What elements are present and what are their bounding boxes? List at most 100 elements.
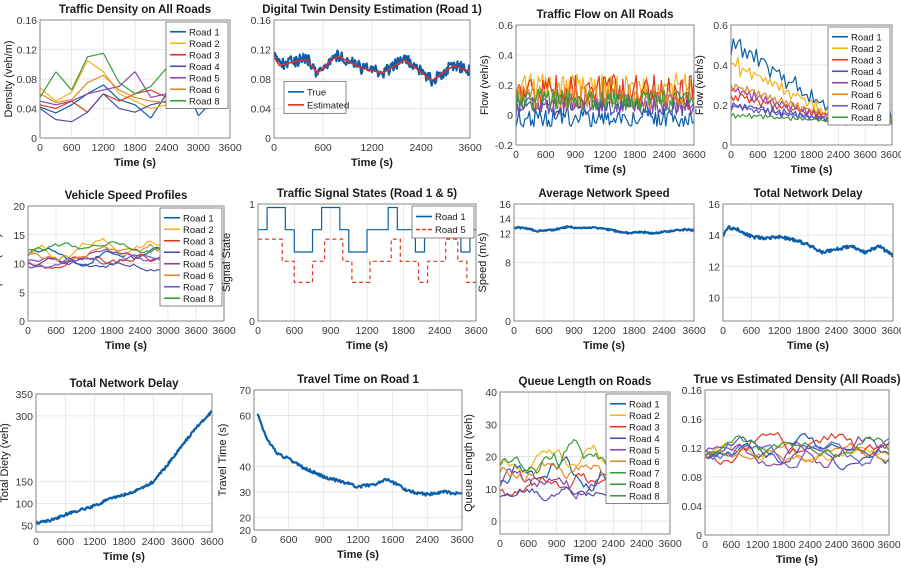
series-line-road-6: [705, 442, 889, 463]
legend-entry: Road 6: [189, 85, 220, 96]
x-tick-label: 1200: [773, 149, 797, 161]
x-tick-label: 2400: [142, 536, 166, 548]
x-tick-label: 2400: [825, 539, 849, 551]
x-tick-label: 600: [57, 536, 75, 548]
y-tick-label: 0: [696, 530, 702, 542]
legend-entry: Road 4: [629, 434, 660, 445]
legend-entry: Road 8: [851, 113, 882, 124]
x-tick-label: 0: [33, 536, 39, 548]
x-tick-label: 1800: [772, 539, 796, 551]
series-line-road-5: [500, 468, 619, 500]
legend-box: [605, 393, 669, 504]
y-tick-label: 8: [505, 258, 511, 270]
chart-flow-all-a: Traffic Flow on All Roads 0 600 900 1200 1800…: [468, 0, 706, 176]
chart-svg: Total Network Delay 0 600 1200 1800 2400 3000 3…: [708, 188, 901, 352]
x-tick-label: 600: [520, 538, 538, 550]
y-tick-label: 12: [708, 261, 720, 273]
x-tick-label: 900: [565, 325, 583, 337]
x-axis-label: Time (s): [337, 549, 379, 561]
series-line-delay: [723, 225, 893, 258]
x-tick-label: 1800: [100, 325, 124, 337]
y-tick-label: 300: [15, 411, 33, 423]
x-axis-label: Time (s): [564, 553, 606, 565]
x-axis-label: Time (s): [351, 157, 393, 169]
x-tick-label: 900: [567, 149, 585, 161]
series-group: [274, 49, 470, 87]
series-group: [723, 225, 893, 258]
chart-svg: Total Network Delay 0 600 1200 1800 2400 3600 3…: [0, 378, 224, 563]
y-tick-label: 30: [239, 487, 251, 499]
series-line-road-2: [500, 444, 619, 473]
x-axis-label: Time (s): [583, 340, 625, 352]
series-group: [256, 413, 462, 497]
x-tick-label: 3600: [171, 536, 195, 548]
y-tick-label: 0.2: [713, 100, 728, 112]
x-tick-label: 1200: [72, 325, 96, 337]
y-tick-label: 0.04: [682, 501, 703, 513]
x-tick-label: 3000: [156, 325, 180, 337]
legend-entry: Road 3: [189, 50, 220, 61]
y-tick-label: 0.16: [682, 414, 703, 426]
legend-entry: Road 5: [183, 259, 214, 270]
y-tick-label: 0.4: [713, 60, 728, 72]
y-tick-label: 14: [499, 214, 511, 226]
y-tick-label: -0.2: [495, 140, 513, 152]
chart-svg: True vs Estimated Density (All Roads) 0 60…: [682, 374, 901, 566]
y-axis-label: Flow (veh/s): [694, 55, 706, 115]
x-axis-label: Time (s): [787, 340, 829, 352]
legend-entry: Road 6: [851, 90, 882, 101]
x-tick-label: 600: [63, 142, 81, 154]
chart-svg: Queue Length on Roads 0 600 900 1200 2400 2400…: [463, 376, 682, 565]
x-tick-label: 3600: [458, 142, 482, 154]
series-line-speed: [514, 225, 694, 235]
x-tick-label: 3000: [187, 142, 211, 154]
y-tick-label: 0: [722, 140, 728, 152]
chart-svg: Traffic Flow on All Roads 0 600 900 1200 1800…: [479, 9, 706, 176]
x-tick-label: 1800: [123, 142, 147, 154]
chart-network-delay-top: Total Network Delay 0 600 1200 1800 2400 3000 3…: [702, 182, 901, 360]
y-tick-label: 0: [31, 133, 37, 145]
x-tick-label: 2400: [653, 149, 677, 161]
y-axis-label: Speed (m/s): [0, 234, 3, 294]
chart-title: Total Network Delay: [69, 378, 179, 390]
y-tick-label: 0.12: [251, 45, 272, 57]
x-axis-label: Time (s): [791, 164, 833, 176]
legend: True Estimated: [283, 80, 349, 114]
legend-box: [827, 26, 891, 126]
legend-entry: Road 2: [183, 225, 214, 236]
x-tick-label: 2400: [428, 325, 452, 337]
x-tick-label: 2400: [416, 534, 440, 546]
x-tick-label: 3600: [682, 325, 706, 337]
series-line-road-4: [500, 485, 619, 502]
axis-frame: [39, 19, 231, 139]
y-tick-label: 10: [485, 484, 497, 496]
legend-entry: Road 3: [851, 55, 882, 66]
series-line-road-5: [258, 238, 476, 283]
chart-flow-all-b: 0 600 1200 1800 2400 3600 3600 0 0.2 0.4 0.6 Time (…: [694, 0, 901, 176]
x-tick-label: 2400: [827, 149, 851, 161]
legend-box: [283, 80, 347, 114]
y-tick-label: 16: [499, 199, 511, 211]
legend-entry: Road 5: [435, 225, 466, 236]
y-tick-label: 0: [19, 316, 25, 328]
y-tick-label: 0.08: [682, 472, 703, 484]
x-tick-label: 0: [511, 325, 517, 337]
series-line-road-8: [500, 439, 619, 474]
x-tick-label: 600: [723, 539, 741, 551]
y-axis-label: Total Diety (veh): [0, 423, 11, 502]
x-axis-label: Time (s): [776, 554, 818, 566]
y-tick-label: 1: [249, 199, 255, 211]
x-tick-label: 2400: [825, 325, 849, 337]
chart-svg: Travel Time on Road 1 0 600 900 1200 1600 2400…: [217, 374, 474, 561]
chart-signal-states: Traffic Signal States (Road 1 & 5) 0 600 90…: [221, 182, 488, 360]
x-tick-label: 3600: [881, 325, 901, 337]
legend-entry: Road 8: [183, 294, 214, 305]
x-axis-label: Time (s): [114, 157, 156, 169]
legend-entry: Road 7: [183, 282, 214, 293]
y-tick-label: 0.16: [251, 15, 272, 27]
y-tick-label: 100: [15, 499, 33, 511]
y-tick-label: 70: [239, 385, 251, 397]
